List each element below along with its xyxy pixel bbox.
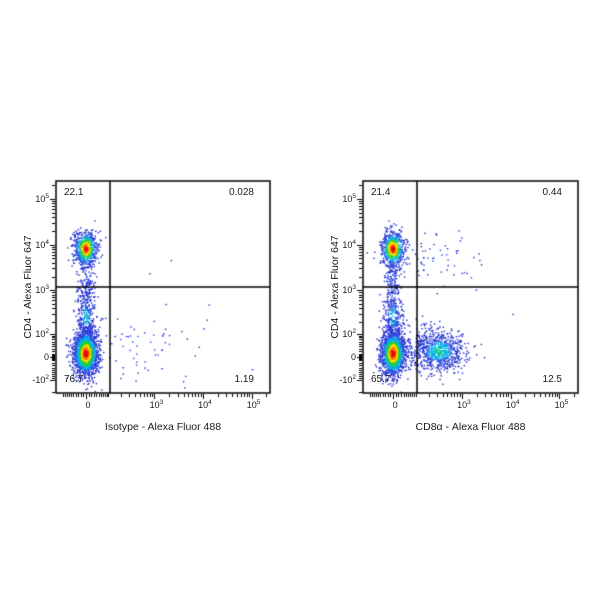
tick-base: -10: [339, 374, 353, 385]
tick-base: 0: [392, 400, 398, 410]
tick-base: 10: [554, 400, 565, 410]
x-axis-tick-label: 104: [198, 399, 212, 410]
tick-base: 10: [342, 285, 353, 296]
tick-base: 10: [35, 239, 46, 250]
x-axis-tick-label: 105: [246, 399, 261, 410]
tick-base: 10: [198, 400, 209, 410]
tick-exponent: 3: [159, 399, 164, 406]
quadrant-stat-bottom-left: 65.7: [371, 374, 391, 385]
y-axis-tick-label: 103: [35, 284, 49, 296]
x-axis-label: Isotype - Alexa Fluor 488: [104, 421, 222, 433]
tick-exponent: 2: [352, 373, 356, 381]
tick-base: 10: [342, 239, 353, 250]
tick-exponent: 4: [208, 399, 212, 406]
x-axis-tick-label: 0: [85, 400, 90, 410]
tick-exponent: 2: [45, 328, 49, 335]
y-axis-tick-label: 105: [35, 192, 49, 204]
tick-base: 10: [457, 400, 468, 410]
tick-exponent: 5: [256, 399, 261, 406]
tick-exponent: 5: [352, 192, 356, 200]
x-axis-tick-label: 105: [554, 399, 569, 410]
tick-base: 10: [342, 193, 353, 204]
tick-base: 10: [35, 329, 46, 339]
y-axis-tick-label: 103: [342, 284, 356, 296]
tick-exponent: 4: [352, 238, 356, 246]
tick-exponent: 4: [515, 399, 520, 406]
tick-exponent: 4: [45, 238, 49, 246]
y-axis-tick-label: -102: [32, 373, 49, 385]
y-axis-tick-label: -102: [339, 373, 356, 385]
tick-base: -10: [32, 374, 46, 385]
x-axis-tick-label: 104: [505, 399, 520, 410]
tick-base: 0: [85, 400, 91, 410]
tick-exponent: 3: [467, 399, 471, 406]
tick-base: 0: [43, 351, 49, 362]
tick-base: 10: [149, 400, 160, 410]
x-axis-label: CD8α - Alexa Fluor 488: [415, 421, 526, 433]
y-axis-tick-label: 102: [35, 328, 49, 339]
tick-exponent: 3: [352, 284, 356, 292]
tick-base: 10: [35, 285, 46, 296]
quadrant-stat-bottom-left: 76.7: [64, 374, 84, 385]
tick-exponent: 5: [564, 399, 569, 406]
quadrant-stat-bottom-right: 1.19: [234, 374, 254, 385]
y-axis-tick-label: 104: [342, 238, 356, 250]
x-axis-tick-label: 103: [149, 399, 164, 410]
tick-exponent: 5: [45, 192, 49, 200]
tick-base: 10: [505, 400, 516, 410]
tick-base: 10: [342, 329, 353, 339]
tick-exponent: 2: [45, 373, 49, 381]
y-axis-label: CD4 - Alexa Fluor 647: [22, 235, 34, 339]
tick-exponent: 3: [45, 284, 49, 292]
x-axis-tick-label: 103: [457, 399, 471, 410]
tick-exponent: 2: [352, 328, 356, 335]
tick-base: 0: [350, 351, 356, 362]
y-axis-label: CD4 - Alexa Fluor 647: [329, 235, 341, 339]
tick-base: 10: [246, 400, 257, 410]
quadrant-stat-top-left: 22.1: [64, 187, 84, 198]
y-axis-tick-label: 102: [342, 328, 356, 339]
x-axis-tick-label: 0: [393, 400, 398, 410]
quadrant-stat-top-right: 0.028: [228, 187, 254, 198]
quadrant-stat-top-right: 0.44: [542, 187, 562, 198]
y-axis-tick-label: 0: [351, 352, 356, 362]
y-axis-tick-label: 104: [35, 238, 49, 250]
y-axis-tick-label: 105: [342, 192, 356, 204]
tick-base: 10: [35, 193, 46, 204]
y-axis-tick-label: 0: [44, 352, 49, 362]
quadrant-stat-bottom-right: 12.5: [542, 374, 562, 385]
quadrant-stat-top-left: 21.4: [371, 187, 391, 198]
